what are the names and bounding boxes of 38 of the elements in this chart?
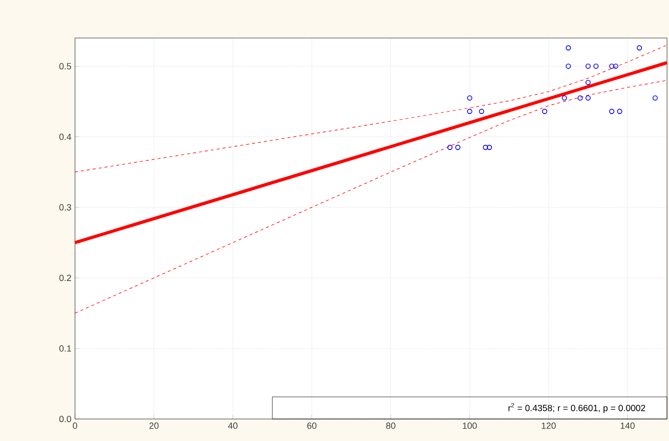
y-tick-label: 0.1	[59, 345, 72, 352]
y-tick-label: 0.4	[59, 134, 72, 140]
point	[566, 45, 571, 50]
x-tick-label: 140	[620, 422, 635, 429]
y-tick-label: 0.0	[59, 416, 72, 422]
x-tick-label: 20	[149, 422, 159, 429]
x-tick-label: 40	[228, 422, 238, 429]
point	[566, 64, 571, 69]
y-tick-label: 0.5	[59, 63, 72, 70]
annotation: r$^{2}$ = 0.4358; r = 0.6601, p = 0.0002	[508, 403, 646, 413]
point	[609, 108, 614, 114]
point	[482, 144, 488, 150]
point	[578, 95, 583, 101]
x-tick-label: 100	[462, 422, 477, 429]
point	[447, 144, 453, 150]
point	[542, 108, 548, 114]
point	[652, 95, 658, 101]
line-series	[74, 44, 668, 172]
x-tick-label: 80	[386, 422, 396, 429]
point	[486, 144, 492, 150]
point	[455, 144, 460, 150]
y-tick-label: 0.2	[59, 274, 72, 282]
point	[609, 64, 614, 69]
point	[467, 95, 472, 101]
point	[613, 64, 618, 69]
y-tick-label: 0.3	[59, 204, 72, 211]
point	[562, 95, 567, 101]
x-tick-label: 120	[542, 422, 556, 429]
point	[585, 64, 591, 69]
point	[617, 108, 622, 114]
point	[636, 45, 642, 50]
point	[467, 108, 472, 114]
x-tick-label: 60	[307, 422, 316, 429]
point	[585, 95, 591, 101]
point	[593, 64, 599, 69]
point	[585, 80, 591, 86]
x-tick-label: 0	[72, 422, 78, 429]
point	[478, 108, 484, 114]
